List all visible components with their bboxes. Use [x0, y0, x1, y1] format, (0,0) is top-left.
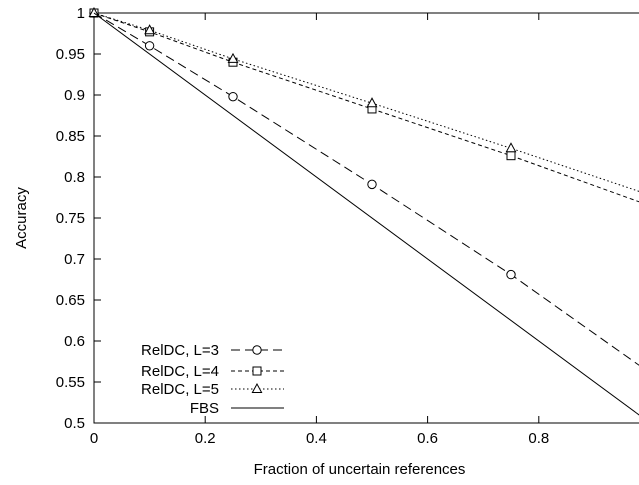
series-square-group — [89, 8, 639, 203]
y-tick-label: 0.95 — [56, 46, 85, 63]
legend-marker-triangle — [251, 382, 263, 393]
axes: 0.5 0.55 0.6 0.65 0.7 0.75 0.8 0.85 0.9 0.95 1 0 0.2… — [13, 5, 639, 478]
data-point-circle — [506, 269, 516, 280]
y-tick-label: 0.55 — [56, 374, 85, 391]
x-tick-label: 0.6 — [417, 430, 438, 447]
x-axis-title: Fraction of uncertain references — [254, 461, 466, 478]
data-point-triangle — [227, 52, 239, 63]
series-line-3 — [93, 12, 639, 416]
legend-label: RelDC, L=4 — [141, 363, 219, 380]
x-tick-label: 0.8 — [528, 430, 549, 447]
x-tick-label: 0.2 — [195, 430, 216, 447]
series-line-1 — [93, 12, 639, 203]
series-lines — [88, 6, 639, 416]
series-line-2 — [93, 12, 639, 192]
series-circle-group — [89, 8, 639, 366]
data-point-square — [506, 151, 516, 161]
series-line-0 — [93, 12, 639, 366]
y-tick-label: 0.6 — [64, 333, 85, 350]
data-point-circle — [367, 179, 377, 190]
plot-frame — [93, 12, 639, 424]
legend-label: FBS — [190, 400, 219, 417]
legend-label: RelDC, L=5 — [141, 381, 219, 398]
data-point-triangle — [144, 24, 156, 35]
y-tick-label: 0.5 — [64, 415, 85, 432]
y-tick-label: 0.9 — [64, 87, 85, 104]
data-point-circle — [228, 91, 238, 102]
y-tick-label: 1 — [77, 5, 85, 22]
legend-label: RelDC, L=3 — [141, 342, 219, 359]
data-point-triangle — [505, 142, 517, 153]
y-tick-label: 0.8 — [64, 169, 85, 186]
series-none-group — [93, 12, 639, 416]
y-tick-label: 0.75 — [56, 210, 85, 227]
y-tick-label: 0.65 — [56, 292, 85, 309]
y-tick-label: 0.7 — [64, 251, 85, 268]
legend-marker-circle — [252, 345, 262, 355]
legend-marker-square — [252, 366, 262, 376]
data-point-circle — [144, 41, 155, 51]
x-tick-label: 0.4 — [306, 430, 327, 447]
y-tick-label: 0.85 — [56, 128, 85, 145]
y-axis-title: Accuracy — [13, 187, 30, 249]
x-tick-label: 0 — [90, 430, 98, 447]
series-triangle-group — [88, 6, 639, 192]
data-point-triangle — [366, 97, 378, 108]
